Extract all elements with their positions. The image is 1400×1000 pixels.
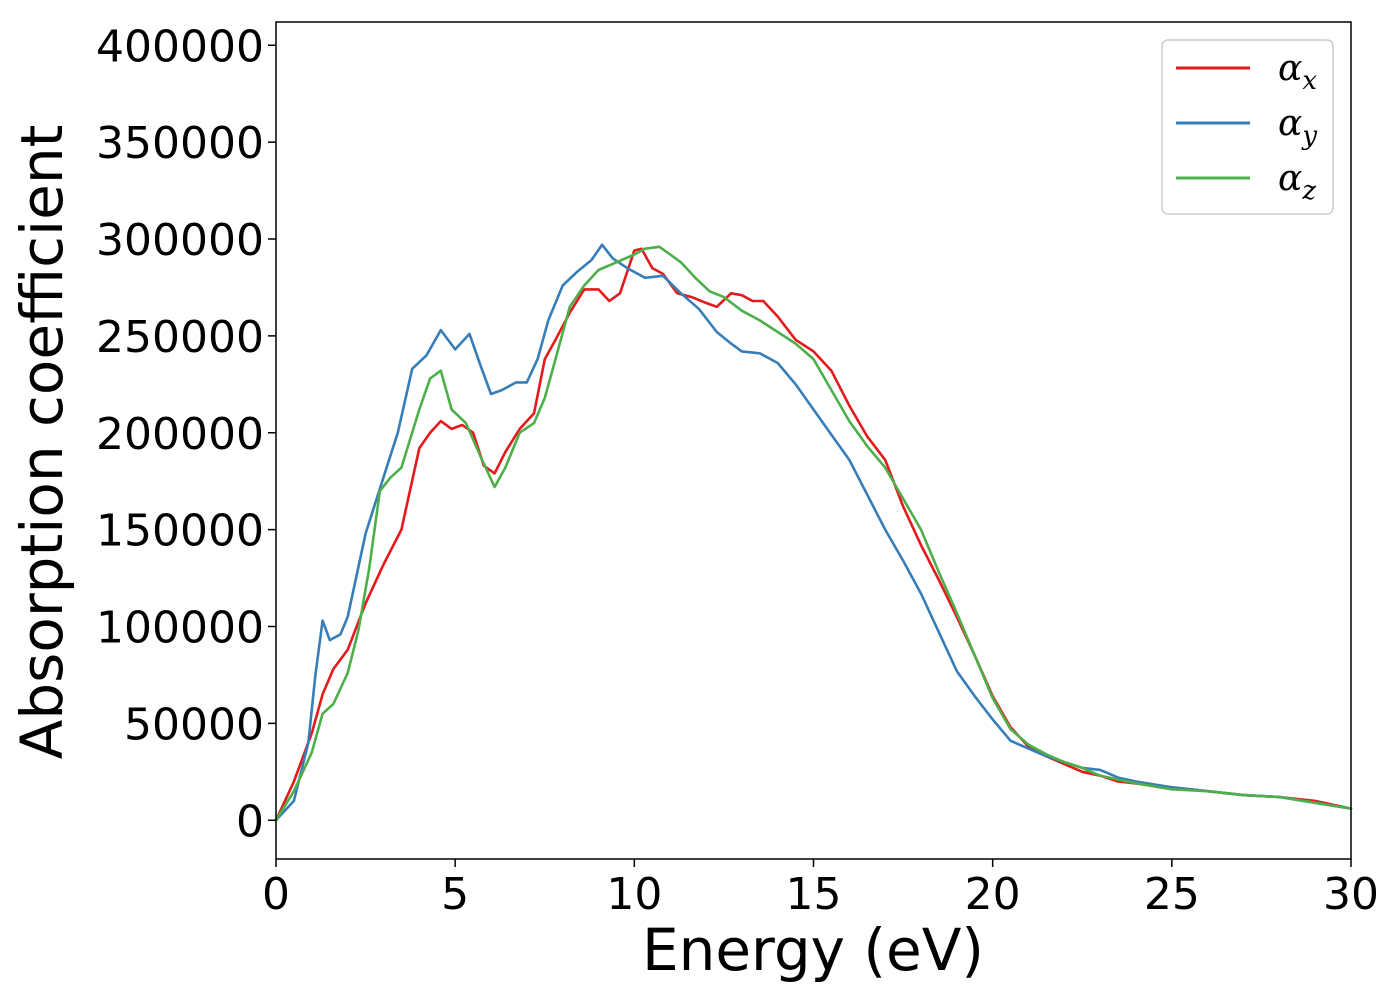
x-tick-label: 15 (786, 869, 842, 920)
legend-label-alpha-x: αx (1278, 48, 1317, 96)
legend-box (1161, 39, 1334, 215)
x-tick-label: 20 (965, 869, 1021, 920)
legend-label-alpha-z: αz (1278, 158, 1316, 206)
y-tick-label: 50000 (124, 699, 264, 750)
y-tick-label: 100000 (96, 603, 264, 654)
series-line-alpha-z (274, 245, 1353, 822)
x-axis-title: Energy (eV) (642, 916, 984, 984)
legend-label-base: α (1278, 103, 1302, 144)
y-axis-ticks: 0 50000 100000 150000 200000 250000 300000 3500… (96, 21, 276, 847)
y-tick-label: 400000 (96, 21, 264, 72)
legend-label-alpha-y: αy (1278, 103, 1317, 151)
x-tick-label: 30 (1323, 869, 1379, 920)
y-tick-label: 300000 (96, 215, 264, 266)
legend-label-base: α (1278, 48, 1302, 89)
x-tick-label: 0 (262, 869, 290, 920)
legend-label-subscript: y (1301, 121, 1317, 151)
y-axis-title: Absorption coefficient (8, 125, 76, 760)
x-tick-label: 10 (606, 869, 662, 920)
series-layer (274, 243, 1353, 822)
x-tick-label: 5 (441, 869, 469, 920)
legend-label-base: α (1278, 158, 1302, 199)
y-tick-label: 250000 (96, 312, 264, 363)
y-tick-label: 150000 (96, 506, 264, 557)
x-axis-ticks: 0 5 10 15 20 25 30 (262, 859, 1379, 920)
y-tick-label: 350000 (96, 118, 264, 169)
y-tick-label: 0 (236, 796, 264, 847)
x-tick-label: 25 (1144, 869, 1200, 920)
legend-label-subscript: x (1302, 66, 1317, 96)
legend-label-subscript: z (1301, 176, 1316, 206)
y-tick-label: 200000 (96, 409, 264, 460)
